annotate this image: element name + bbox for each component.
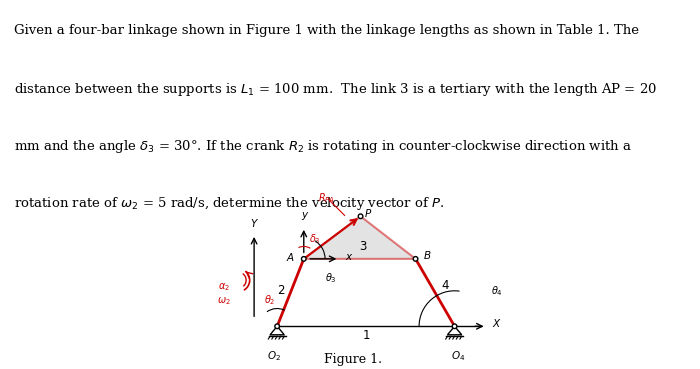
Text: rotation rate of $\omega_2$ = 5 rad/s, determine the velocity vector of $P$.: rotation rate of $\omega_2$ = 5 rad/s, d… bbox=[14, 195, 444, 212]
Polygon shape bbox=[304, 216, 416, 259]
Text: Figure 1.: Figure 1. bbox=[325, 354, 382, 366]
Text: $1$: $1$ bbox=[362, 329, 370, 342]
Circle shape bbox=[275, 324, 279, 328]
Text: $O_2$: $O_2$ bbox=[267, 349, 281, 363]
Circle shape bbox=[302, 256, 306, 261]
Text: $A$: $A$ bbox=[286, 251, 295, 263]
Polygon shape bbox=[270, 326, 284, 335]
Text: $R_{PA}$: $R_{PA}$ bbox=[318, 192, 335, 206]
Text: $O_4$: $O_4$ bbox=[451, 349, 466, 363]
Text: $4$: $4$ bbox=[441, 279, 450, 292]
Text: $2$: $2$ bbox=[277, 284, 286, 297]
Text: $y$: $y$ bbox=[301, 210, 310, 222]
Text: mm and the angle $\delta_3$ = 30°. If the crank $R_2$ is rotating in counter-clo: mm and the angle $\delta_3$ = 30°. If th… bbox=[14, 138, 632, 155]
Text: $Y$: $Y$ bbox=[250, 217, 258, 229]
Text: $\alpha_2$: $\alpha_2$ bbox=[218, 281, 230, 293]
Text: $3$: $3$ bbox=[359, 240, 368, 253]
Text: $P$: $P$ bbox=[364, 207, 372, 219]
Text: $\theta_2$: $\theta_2$ bbox=[265, 293, 276, 307]
Text: $\theta_4$: $\theta_4$ bbox=[491, 284, 503, 298]
Text: $\delta_3$: $\delta_3$ bbox=[309, 232, 321, 246]
Polygon shape bbox=[447, 326, 462, 335]
Circle shape bbox=[358, 214, 363, 218]
Text: distance between the supports is $L_1$ = 100 mm.  The link 3 is a tertiary with : distance between the supports is $L_1$ =… bbox=[14, 81, 657, 98]
Text: $B$: $B$ bbox=[423, 249, 431, 261]
Text: Given a four-bar linkage shown in Figure 1 with the linkage lengths as shown in : Given a four-bar linkage shown in Figure… bbox=[14, 24, 639, 37]
Circle shape bbox=[413, 256, 418, 261]
Text: $\omega_2$: $\omega_2$ bbox=[217, 296, 231, 307]
Circle shape bbox=[452, 324, 457, 328]
Text: $\theta_3$: $\theta_3$ bbox=[325, 271, 336, 285]
Text: $X$: $X$ bbox=[492, 317, 502, 329]
Text: $x$: $x$ bbox=[344, 252, 353, 262]
